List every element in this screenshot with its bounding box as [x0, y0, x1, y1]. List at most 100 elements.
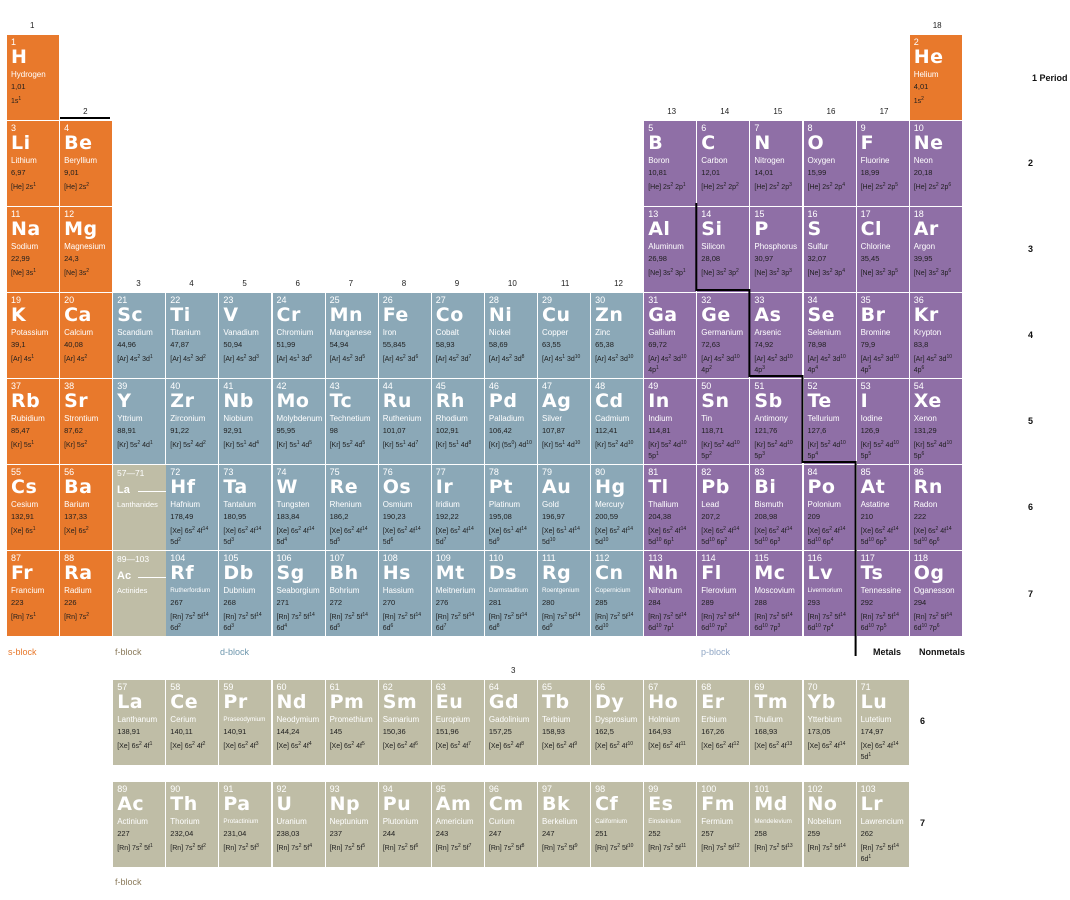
element-cell-o[interactable]: 8 O Oxygen 15,99 [He] 2s2 2p4 — [803, 121, 856, 206]
element-cell-c[interactable]: 6 C Carbon 12,01 [He] 2s2 2p2 — [697, 121, 750, 206]
element-cell-cs[interactable]: 55 Cs Cesium 132,91 [Xe] 6s1 — [7, 465, 59, 550]
element-cell-re[interactable]: 75 Re Rhenium 186,2 [Xe] 6s2 4f14 5d5 — [325, 465, 378, 550]
element-cell-nh[interactable]: 113 Nh Nihonium 284 [Rn] 7s2 5f14 6d10 7p1 — [644, 551, 697, 636]
element-cell-fm[interactable]: 100 Fm Fermium 257 [Rn] 7s2 5f12 — [697, 782, 750, 867]
element-cell-rf[interactable]: 104 Rf Rutherfordium 267 [Rn] 7s2 5f14 6d2 — [166, 551, 219, 636]
element-cell-ho[interactable]: 67 Ho Holmium 164,93 [Xe] 6s2 4f11 — [644, 680, 697, 765]
element-cell-hs[interactable]: 108 Hs Hassium 270 [Rn] 7s2 5f14 6d6 — [378, 551, 431, 636]
element-cell-rg[interactable]: 111 Rg Roentgenium 280 [Rn] 7s2 5f14 6d9 — [538, 551, 590, 636]
element-cell-al[interactable]: 13 Al Aluminum 26,98 [Ne] 3s2 3p1 — [644, 207, 697, 292]
element-cell-bk[interactable]: 97 Bk Berkelium 247 [Rn] 7s2 5f9 — [538, 782, 590, 867]
element-cell-rb[interactable]: 37 Rb Rubidium 85,47 [Kr] 5s1 — [7, 379, 59, 464]
element-cell-mn[interactable]: 25 Mn Manganese 54,94 [Ar] 4s2 3d5 — [325, 293, 378, 378]
element-cell-pr[interactable]: 59 Pr Praseodymium 140,91 [Xe] 6s2 4f3 — [219, 680, 272, 765]
element-cell-dy[interactable]: 66 Dy Dysprosium 162,5 [Xe] 6s2 4f10 — [591, 680, 644, 765]
element-cell-zr[interactable]: 40 Zr Zirconium 91,22 [Kr] 5s2 4d2 — [166, 379, 219, 464]
element-cell-ag[interactable]: 47 Ag Silver 107,87 [Kr] 5s1 4d10 — [538, 379, 590, 464]
element-cell-y[interactable]: 39 Y Yttrium 88,91 [Kr] 5s2 4d1 — [113, 379, 166, 464]
element-cell-og[interactable]: 118 Og Oganesson 294 [Rn] 7s2 5f14 6d10 7p6 — [909, 551, 962, 636]
element-cell-pu[interactable]: 94 Pu Plutonium 244 [Rn] 7s2 5f6 — [378, 782, 431, 867]
element-cell-n[interactable]: 7 N Nitrogen 14,01 [He] 2s2 2p3 — [750, 121, 803, 206]
element-cell-ta[interactable]: 73 Ta Tantalum 180,95 [Xe] 6s2 4f14 5d3 — [219, 465, 272, 550]
element-cell-p[interactable]: 15 P Phosphorus 30,97 [Ne] 3s2 3p3 — [750, 207, 803, 292]
element-cell-si[interactable]: 14 Si Silicon 28,08 [Ne] 3s2 3p2 — [697, 207, 750, 292]
element-cell-tl[interactable]: 81 Tl Thallium 204,38 [Xe] 6s2 4f14 5d10 6p1 — [644, 465, 697, 550]
element-cell-k[interactable]: 19 K Potassium 39,1 [Ar] 4s1 — [7, 293, 59, 378]
element-cell-w[interactable]: 74 W Tungsten 183,84 [Xe] 6s2 4f14 5d4 — [272, 465, 325, 550]
element-cell-bh[interactable]: 107 Bh Bohrium 272 [Rn] 7s2 5f14 6d5 — [325, 551, 378, 636]
element-cell-es[interactable]: 99 Es Einsteinium 252 [Rn] 7s2 5f11 — [644, 782, 697, 867]
element-cell-mg[interactable]: 12 Mg Magnesium 24,3 [Ne] 3s2 — [60, 207, 113, 292]
element-cell-ru[interactable]: 44 Ru Ruthenium 101,07 [Kr] 5s1 4d7 — [378, 379, 431, 464]
element-cell-bi[interactable]: 83 Bi Bismuth 208,98 [Xe] 6s2 4f14 5d10 6p3 — [750, 465, 803, 550]
element-cell-yb[interactable]: 70 Yb Ytterbium 173,05 [Xe] 6s2 4f14 — [803, 680, 856, 765]
element-cell-pt[interactable]: 78 Pt Platinum 195,08 [Xe] 6s1 4f14 5d9 — [484, 465, 537, 550]
element-cell-lr[interactable]: 103 Lr Lawrencium 262 [Rn] 7s2 5f14 6d1 — [856, 782, 909, 867]
element-cell-rh[interactable]: 45 Rh Rhodium 102,91 [Kr] 5s1 4d8 — [431, 379, 484, 464]
element-cell-th[interactable]: 90 Th Thorium 232,04 [Rn] 7s2 5f2 — [166, 782, 219, 867]
element-cell-cf[interactable]: 98 Cf Californium 251 [Rn] 7s2 5f10 — [591, 782, 644, 867]
element-cell-sr[interactable]: 38 Sr Strontium 87,62 [Kr] 5s2 — [60, 379, 113, 464]
element-cell-be[interactable]: 4 Be Beryllium 9,01 [He] 2s2 — [60, 121, 113, 206]
element-cell-fe[interactable]: 26 Fe Iron 55,845 [Ar] 4s2 3d6 — [378, 293, 431, 378]
element-cell-kr[interactable]: 36 Kr Krypton 83,8 [Ar] 4s2 3d10 4p6 — [909, 293, 962, 378]
element-cell-nd[interactable]: 60 Nd Neodymium 144,24 [Xe] 6s2 4f4 — [272, 680, 325, 765]
element-cell-as[interactable]: 33 As Arsenic 74,92 [Ar] 4s2 3d10 4p3 — [750, 293, 803, 378]
element-cell-v[interactable]: 23 V Vanadium 50,94 [Ar] 4s2 3d3 — [219, 293, 272, 378]
element-cell-po[interactable]: 84 Po Polonium 209 [Xe] 6s2 4f14 5d10 6p4 — [803, 465, 856, 550]
element-cell-pa[interactable]: 91 Pa Protactinium 231,04 [Rn] 7s2 5f3 — [219, 782, 272, 867]
element-cell-sc[interactable]: 21 Sc Scandium 44,96 [Ar] 4s2 3d1 — [113, 293, 166, 378]
element-cell-cu[interactable]: 29 Cu Copper 63,55 [Ar] 4s1 3d10 — [538, 293, 590, 378]
element-cell-fl[interactable]: 114 Fl Flerovium 289 [Rn] 7s2 5f14 6d10 7p2 — [697, 551, 750, 636]
element-cell-ti[interactable]: 22 Ti Titanium 47,87 [Ar] 4s2 3d2 — [166, 293, 219, 378]
element-cell-te[interactable]: 52 Te Tellurium 127,6 [Kr] 5s2 4d10 5p4 — [803, 379, 856, 464]
element-cell-he[interactable]: 2 He Helium 4,01 1s2 — [909, 35, 962, 120]
element-cell-ga[interactable]: 31 Ga Gallium 69,72 [Ar] 4s2 3d10 4p1 — [644, 293, 697, 378]
element-cell-ac[interactable]: 89 Ac Actinium 227 [Rn] 7s2 5f1 — [113, 782, 166, 867]
element-cell-ds[interactable]: 110 Ds Darmstadtium 281 [Rn] 7s2 5f14 6d8 — [484, 551, 537, 636]
element-cell-rn[interactable]: 86 Rn Radon 222 [Xe] 6s2 4f14 5d10 6p6 — [909, 465, 962, 550]
element-cell-ir[interactable]: 77 Ir Iridium 192,22 [Xe] 6s2 4f14 5d7 — [431, 465, 484, 550]
element-cell-tm[interactable]: 69 Tm Thulium 168,93 [Xe] 6s2 4f13 — [750, 680, 803, 765]
element-cell-ce[interactable]: 58 Ce Cerium 140,11 [Xe] 6s2 4f2 — [166, 680, 219, 765]
element-cell-na[interactable]: 11 Na Sodium 22,99 [Ne] 3s1 — [7, 207, 59, 292]
element-cell-la[interactable]: 57 La Lanthanum 138,91 [Xe] 6s2 4f1 — [113, 680, 166, 765]
element-cell-at[interactable]: 85 At Astatine 210 [Xe] 6s2 4f14 5d10 6p5 — [856, 465, 909, 550]
element-cell-mc[interactable]: 115 Mc Moscovium 288 [Rn] 7s2 5f14 6d10 7p3 — [750, 551, 803, 636]
element-cell-sm[interactable]: 62 Sm Samarium 150,36 [Xe] 6s2 4f6 — [378, 680, 431, 765]
element-cell-li[interactable]: 3 Li Lithium 6,97 [He] 2s1 — [7, 121, 59, 206]
element-cell-co[interactable]: 27 Co Cobalt 58,93 [Ar] 4s2 3d7 — [431, 293, 484, 378]
element-cell-h[interactable]: 1 H Hydrogen 1,01 1s1 — [7, 35, 59, 120]
element-cell-zn[interactable]: 30 Zn Zinc 65,38 [Ar] 4s2 3d10 — [591, 293, 644, 378]
element-cell-cd[interactable]: 48 Cd Cadmium 112,41 [Kr] 5s2 4d10 — [591, 379, 644, 464]
element-cell-ra[interactable]: 88 Ra Radium 226 [Rn] 7s2 — [60, 551, 113, 636]
element-cell-s[interactable]: 16 S Sulfur 32,07 [Ne] 3s2 3p4 — [803, 207, 856, 292]
element-cell-sb[interactable]: 51 Sb Antimony 121,76 [Kr] 5s2 4d10 5p3 — [750, 379, 803, 464]
element-cell-mo[interactable]: 42 Mo Molybdenum 95,95 [Kr] 5s1 4d5 — [272, 379, 325, 464]
element-cell-os[interactable]: 76 Os Osmium 190,23 [Xe] 6s2 4f14 5d6 — [378, 465, 431, 550]
element-cell-pd[interactable]: 46 Pd Palladium 106,42 [Kr] (5s0) 4d10 — [484, 379, 537, 464]
element-cell-b[interactable]: 5 B Boron 10,81 [He] 2s2 2p1 — [644, 121, 697, 206]
element-cell-eu[interactable]: 63 Eu Europium 151,96 [Xe] 6s2 4f7 — [431, 680, 484, 765]
element-cell-md[interactable]: 101 Md Mendelevium 258 [Rn] 7s2 5f13 — [750, 782, 803, 867]
element-cell-sg[interactable]: 106 Sg Seaborgium 271 [Rn] 7s2 5f14 6d4 — [272, 551, 325, 636]
element-cell-f[interactable]: 9 F Fluorine 18,99 [He] 2s2 2p5 — [856, 121, 909, 206]
element-cell-ar[interactable]: 18 Ar Argon 39,95 [Ne] 3s2 3p6 — [909, 207, 962, 292]
element-cell-am[interactable]: 95 Am Americium 243 [Rn] 7s2 5f7 — [431, 782, 484, 867]
element-cell-no[interactable]: 102 No Nobelium 259 [Rn] 7s2 5f14 — [803, 782, 856, 867]
element-cell-ca[interactable]: 20 Ca Calcium 40,08 [Ar] 4s2 — [60, 293, 113, 378]
element-cell-ba[interactable]: 56 Ba Barium 137,33 [Xe] 6s2 — [60, 465, 113, 550]
element-cell-db[interactable]: 105 Db Dubnium 268 [Rn] 7s2 5f14 6d3 — [219, 551, 272, 636]
element-cell-xe[interactable]: 54 Xe Xenon 131,29 [Kr] 5s2 4d10 5p6 — [909, 379, 962, 464]
element-cell-ge[interactable]: 32 Ge Germanium 72,63 [Ar] 4s2 3d10 4p2 — [697, 293, 750, 378]
element-cell-cr[interactable]: 24 Cr Chromium 51,99 [Ar] 4s1 3d5 — [272, 293, 325, 378]
element-cell-se[interactable]: 34 Se Selenium 78,98 [Ar] 4s2 3d10 4p4 — [803, 293, 856, 378]
element-cell-au[interactable]: 79 Au Gold 196,97 [Xe] 6s1 4f14 5d10 — [538, 465, 590, 550]
element-cell-np[interactable]: 93 Np Neptunium 237 [Rn] 7s2 5f5 — [325, 782, 378, 867]
element-cell-pm[interactable]: 61 Pm Promethium 145 [Xe] 6s2 4f5 — [325, 680, 378, 765]
element-cell-cl[interactable]: 17 Cl Chlorine 35,45 [Ne] 3s2 3p5 — [856, 207, 909, 292]
element-cell-u[interactable]: 92 U Uranium 238,03 [Rn] 7s2 5f4 — [272, 782, 325, 867]
element-cell-lu[interactable]: 71 Lu Lutetium 174,97 [Xe] 6s2 4f14 5d1 — [856, 680, 909, 765]
element-cell-br[interactable]: 35 Br Bromine 79,9 [Ar] 4s2 3d10 4p5 — [856, 293, 909, 378]
element-cell-sn[interactable]: 50 Sn Tin 118,71 [Kr] 5s2 4d10 5p2 — [697, 379, 750, 464]
